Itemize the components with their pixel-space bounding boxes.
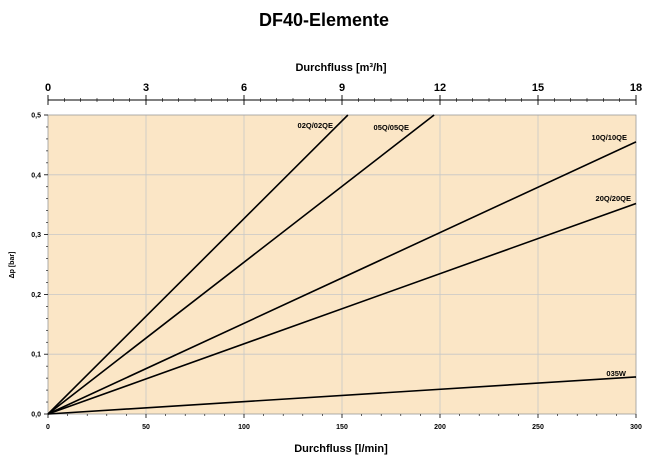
- top-axis-title: Durchfluss [m³/h]: [295, 62, 386, 74]
- top-tick-label: 15: [532, 82, 544, 94]
- x-tick-label: 0: [46, 424, 50, 431]
- x-tick-label: 150: [336, 424, 348, 431]
- series-label: 02Q/02QE: [298, 121, 333, 130]
- x-tick-label: 100: [238, 424, 250, 431]
- series-line: [47, 114, 349, 415]
- x-axis-title: Durchfluss [l/min]: [294, 443, 388, 455]
- chart-title: DF40-Elemente: [259, 10, 389, 30]
- top-tick-label: 12: [434, 82, 446, 94]
- top-tick-label: 0: [45, 82, 51, 94]
- top-tick-label: 6: [241, 82, 247, 94]
- series-line: [47, 202, 637, 415]
- ticks: 0 50 100 150 200 250 300 0 3 6 9 12 15 18 0,0 0,1 0,2 0,3…: [31, 82, 642, 431]
- top-tick-label: 9: [339, 82, 345, 94]
- top-tick-label: 3: [143, 82, 149, 94]
- y-tick-label: 0,5: [31, 113, 41, 120]
- series-label: 035W: [606, 369, 627, 378]
- y-tick-label: 0,0: [31, 412, 41, 419]
- y-tick-label: 0,3: [31, 232, 41, 239]
- series-layer: 02Q/02QE 05Q/05QE 10Q/10QE 20Q/20QE 035W: [47, 114, 637, 415]
- x-tick-label: 250: [532, 424, 544, 431]
- top-tick-label: 18: [630, 82, 642, 94]
- series-label: 05Q/05QE: [374, 123, 409, 132]
- y-axis-title: Δp [bar]: [9, 252, 16, 279]
- x-tick-label: 50: [142, 424, 150, 431]
- x-tick-label: 300: [630, 424, 642, 431]
- y-tick-label: 0,4: [31, 172, 41, 179]
- series-line: [47, 376, 637, 415]
- series-line: [47, 114, 435, 415]
- y-tick-label: 0,1: [31, 352, 41, 359]
- grid: [48, 115, 636, 414]
- x-tick-label: 200: [434, 424, 446, 431]
- series-label: 10Q/10QE: [592, 133, 627, 142]
- series-label: 20Q/20QE: [596, 194, 631, 203]
- y-tick-label: 0,2: [31, 292, 41, 299]
- series-line: [47, 141, 637, 415]
